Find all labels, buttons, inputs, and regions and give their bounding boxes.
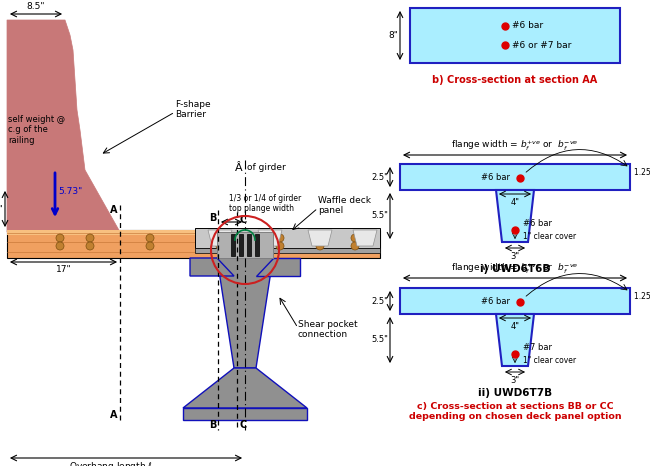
Text: 1.25" clear cover: 1.25" clear cover: [634, 292, 650, 301]
Text: 5.5": 5.5": [371, 336, 388, 344]
Polygon shape: [496, 314, 534, 366]
Text: 1" clear cover: 1" clear cover: [523, 356, 576, 365]
Circle shape: [86, 234, 94, 242]
Bar: [183, 408, 307, 420]
Circle shape: [86, 242, 94, 250]
Text: 1.25" clear cover: 1.25" clear cover: [634, 168, 650, 177]
Text: 4": 4": [510, 322, 519, 331]
Text: i) UWD6T6B: i) UWD6T6B: [480, 264, 550, 274]
Polygon shape: [217, 258, 273, 368]
Bar: [195, 228, 380, 248]
Circle shape: [316, 242, 324, 250]
Text: #6 or #7 bar: #6 or #7 bar: [512, 41, 572, 49]
Bar: [410, 8, 620, 63]
Text: 17": 17": [56, 265, 72, 274]
Text: #7 bar: #7 bar: [523, 343, 552, 352]
Text: flange width = $b_f^{+ve}$ or  $b_f^{-ve}$: flange width = $b_f^{+ve}$ or $b_f^{-ve}…: [451, 262, 578, 276]
Circle shape: [216, 234, 224, 242]
Text: 1/3 or 1/4 of girder
top plange width: 1/3 or 1/4 of girder top plange width: [229, 193, 301, 213]
Text: 3": 3": [510, 376, 519, 385]
Text: 5.5": 5.5": [371, 212, 388, 220]
Text: Shear pocket
connection: Shear pocket connection: [298, 320, 358, 339]
Bar: [217, 232, 273, 258]
Text: F-shape
Barrier: F-shape Barrier: [175, 100, 211, 119]
Text: 3": 3": [510, 252, 519, 261]
Text: 4": 4": [0, 206, 3, 214]
Bar: [400, 288, 630, 314]
Circle shape: [216, 242, 224, 250]
Circle shape: [276, 242, 284, 250]
Circle shape: [351, 234, 359, 242]
Bar: [247, 234, 251, 256]
Text: 1" clear cover: 1" clear cover: [523, 232, 576, 241]
Text: 4": 4": [510, 198, 519, 207]
Bar: [255, 234, 259, 256]
Text: self weight @
c.g of the
railing: self weight @ c.g of the railing: [8, 115, 65, 145]
Text: 8": 8": [388, 31, 398, 40]
Text: Waffle deck
panel: Waffle deck panel: [318, 196, 371, 215]
Circle shape: [146, 234, 154, 242]
Polygon shape: [353, 230, 377, 246]
Polygon shape: [258, 230, 282, 246]
Polygon shape: [190, 258, 234, 276]
Text: flange width = $b_f^{+ve}$ or  $b_f^{-ve}$: flange width = $b_f^{+ve}$ or $b_f^{-ve}…: [451, 139, 578, 153]
Text: #6 bar: #6 bar: [512, 21, 543, 30]
Circle shape: [56, 234, 64, 242]
Text: 2.5": 2.5": [371, 296, 388, 306]
Circle shape: [146, 242, 154, 250]
Polygon shape: [208, 230, 232, 246]
Text: B: B: [209, 420, 216, 430]
Bar: [400, 164, 630, 190]
Circle shape: [276, 234, 284, 242]
Circle shape: [351, 242, 359, 250]
Text: A: A: [109, 410, 117, 420]
Text: #6 bar: #6 bar: [481, 173, 510, 183]
Text: C: C: [240, 215, 247, 225]
Bar: [239, 234, 243, 256]
Text: 8.5": 8.5": [27, 2, 46, 11]
Bar: [195, 248, 380, 253]
Bar: [231, 234, 235, 256]
Text: A: A: [109, 205, 117, 215]
Polygon shape: [256, 258, 300, 276]
Polygon shape: [496, 190, 534, 242]
Text: Â: Â: [235, 163, 243, 173]
Text: 2.5": 2.5": [371, 172, 388, 181]
Circle shape: [56, 242, 64, 250]
Text: of girder: of girder: [247, 163, 286, 172]
Polygon shape: [183, 368, 307, 408]
Bar: [7, 230, 380, 258]
Bar: [7, 230, 120, 234]
Bar: [7, 230, 380, 235]
Text: b) Cross-section at section AA: b) Cross-section at section AA: [432, 75, 597, 85]
Text: Overhang length $\ell_{\rm overhang}$: Overhang length $\ell_{\rm overhang}$: [69, 461, 183, 466]
Polygon shape: [308, 230, 332, 246]
Text: #6 bar: #6 bar: [481, 297, 510, 307]
Text: 5.73": 5.73": [58, 187, 83, 197]
Text: c) Cross-section at sections BB or CC
depending on chosen deck panel option: c) Cross-section at sections BB or CC de…: [409, 402, 621, 421]
Polygon shape: [7, 20, 120, 232]
Text: C: C: [240, 420, 247, 430]
Text: B: B: [209, 213, 216, 223]
Text: ii) UWD6T7B: ii) UWD6T7B: [478, 388, 552, 398]
Text: #6 bar: #6 bar: [523, 219, 552, 228]
Circle shape: [316, 234, 324, 242]
